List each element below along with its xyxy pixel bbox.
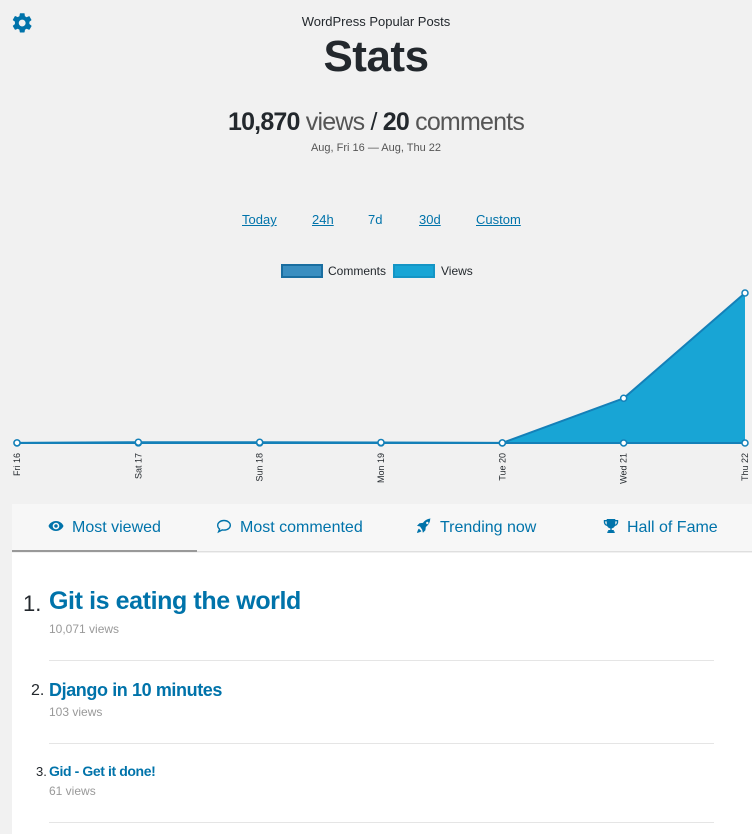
chart-legend: Comments Views (0, 263, 752, 279)
post-views: 103 views (49, 705, 103, 719)
tab-label: Hall of Fame (627, 519, 718, 536)
x-tick-label: Sun 18 (255, 453, 265, 482)
comments-point[interactable] (741, 439, 749, 447)
tab-most-viewed[interactable]: Most viewed (12, 504, 197, 552)
x-tick-label: Mon 19 (376, 453, 386, 483)
views-area (17, 293, 745, 443)
post-rank: 2. (31, 682, 45, 699)
filter-24h[interactable]: 24h (312, 212, 334, 227)
range-filters: Today 24h 7d 30d Custom (0, 212, 752, 230)
views-count: 10,870 (227, 108, 300, 136)
filter-7d[interactable]: 7d (368, 212, 383, 227)
post-title-link[interactable]: Django in 10 minutes (49, 680, 223, 700)
gear-icon[interactable] (12, 13, 32, 33)
totals-separator: / (364, 108, 383, 136)
popular-posts-list: 1. Git is eating the world 10,071 views … (12, 553, 752, 834)
x-tick-label: Wed 21 (619, 453, 629, 484)
tab-most-commented[interactable]: Most commented (216, 504, 363, 552)
divider (49, 660, 714, 661)
filter-today[interactable]: Today (242, 212, 277, 227)
views-point[interactable] (255, 438, 264, 447)
eye-icon (48, 521, 64, 531)
x-tick-label: Fri 16 (12, 453, 22, 476)
views-point[interactable] (619, 394, 628, 403)
legend-label-comments: Comments (328, 264, 387, 278)
views-point[interactable] (134, 438, 143, 446)
filter-custom[interactable]: Custom (476, 212, 521, 227)
tab-trending-now[interactable]: Trending now (416, 504, 536, 552)
x-tick-label: Tue 20 (497, 453, 507, 481)
comments-point[interactable] (619, 439, 628, 447)
comments-count: 20 (382, 108, 410, 136)
legend-swatch-comments[interactable] (281, 264, 323, 278)
date-range: Aug, Fri 16 — Aug, Thu 22 (310, 142, 442, 154)
plugin-name: WordPress Popular Posts (301, 14, 451, 29)
page-header: WordPress Popular Posts Stats (0, 14, 752, 81)
tab-label: Trending now (440, 519, 537, 536)
views-point[interactable] (13, 439, 21, 447)
tab-label: Most commented (240, 519, 363, 536)
post-title-link[interactable]: Gid - Get it done! (49, 763, 156, 779)
legend-label-views: Views (441, 264, 473, 278)
filter-30d[interactable]: 30d (419, 212, 441, 227)
comments-label: comments (408, 108, 525, 136)
post-rank: 1. (23, 591, 42, 616)
x-tick-label: Sat 17 (133, 453, 143, 479)
tab-hall-of-fame[interactable]: Hall of Fame (603, 504, 718, 552)
trophy-icon (603, 519, 619, 533)
divider (49, 743, 714, 744)
totals-summary: 10,870 views / 20 comments (0, 108, 752, 137)
divider (49, 822, 714, 823)
views-point[interactable] (377, 438, 385, 447)
post-views: 10,071 views (49, 622, 120, 636)
x-tick-label: Thu 22 (740, 453, 750, 481)
post-title-link[interactable]: Git is eating the world (49, 587, 301, 615)
post-views: 61 views (49, 784, 96, 798)
post-tabs: Most viewed Most commented Trending now … (12, 504, 752, 552)
post-rank: 3. (36, 764, 47, 779)
tab-label: Most viewed (72, 519, 161, 536)
views-label: views (299, 108, 365, 136)
legend-swatch-views[interactable] (393, 264, 435, 278)
comment-icon (216, 519, 232, 534)
page-title: Stats (323, 32, 429, 81)
views-point[interactable] (741, 289, 749, 297)
rocket-icon (417, 518, 432, 533)
views-comments-chart: Fri 16 Sat 17 Sun 18 Mon 19 Tue 20 Wed 21 Thu … (12, 289, 750, 484)
views-point[interactable] (498, 439, 507, 447)
